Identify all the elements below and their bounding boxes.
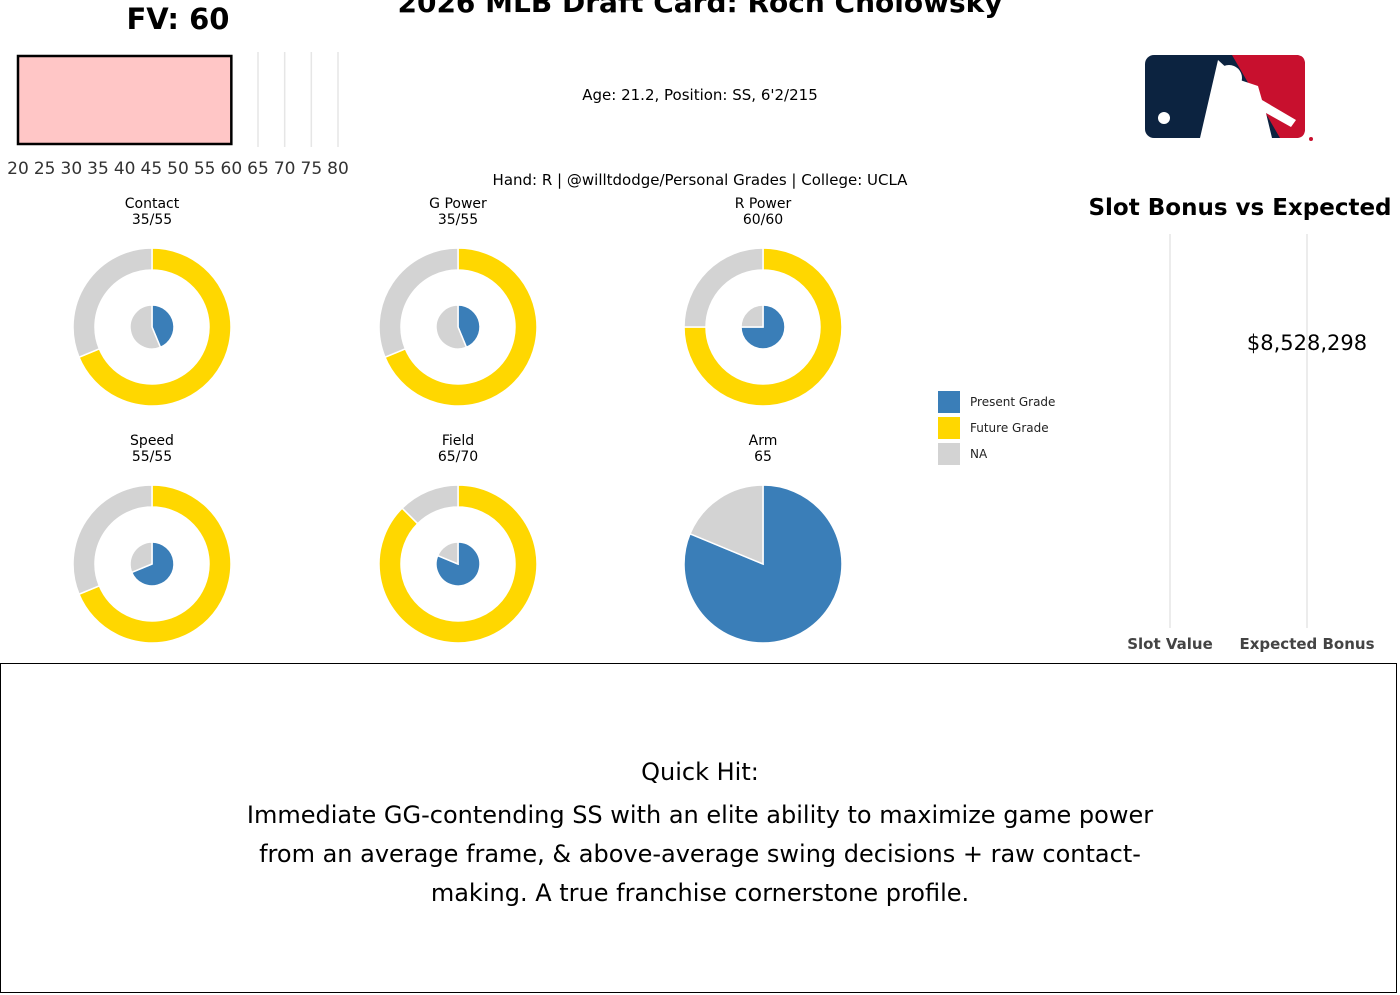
legend-item-na: NA (938, 441, 1055, 466)
na-slice-arm (689, 484, 764, 566)
page-title: 2026 MLB Draft Card: Roch Cholowsky (397, 0, 1003, 19)
legend-label-future: Future Grade (970, 420, 1049, 435)
tool-name-contact: Contact (125, 196, 180, 212)
tool-grade-arm: 65 (754, 449, 772, 465)
legend-item-future: Future Grade (938, 415, 1055, 440)
fv-tick-label: 30 (61, 159, 83, 179)
logo-registered-dot (1309, 137, 1313, 141)
tool-name-g-power: G Power (429, 196, 487, 212)
fv-bar (16, 54, 233, 146)
tool-name-speed: Speed (130, 433, 174, 449)
present-slice-speed (130, 541, 175, 587)
na-arc-speed (72, 484, 153, 596)
fv-tick-label: 60 (221, 159, 243, 179)
na-arc-r-power (683, 247, 764, 328)
future-arc-g-power (384, 247, 538, 407)
na-slice-r-power (740, 304, 764, 328)
quick-hit-box (0, 663, 1397, 993)
legend-label-present: Present Grade (970, 394, 1056, 409)
na-slice-speed (129, 541, 153, 574)
fv-tick-label: 55 (194, 159, 216, 179)
tool-name-r-power: R Power (735, 196, 792, 212)
fv-tick-label: 25 (34, 159, 56, 179)
future-arc-r-power (683, 247, 843, 407)
fv-tick-label: 20 (7, 159, 29, 179)
fv-title: FV: 60 (126, 2, 230, 36)
mlb-logo (1145, 55, 1313, 141)
na-arc-g-power (378, 247, 459, 359)
na-arc-field (401, 484, 459, 525)
tool-grade-contact: 35/55 (132, 212, 172, 228)
hand-line: Hand: R | @willtdodge/Personal Grades | … (492, 171, 908, 189)
fv-tick-label: 75 (301, 159, 323, 179)
fv-tick-label: 65 (247, 159, 269, 179)
slot-value-label: $8,528,298 (1247, 331, 1367, 355)
fv-scale-chart: 20 25 30 35 40 45 50 55 60 65 70 75 80 (7, 52, 349, 179)
logo-ball (1158, 112, 1170, 124)
legend-item-present: Present Grade (938, 389, 1055, 414)
legend-swatch-future (938, 416, 960, 439)
na-slice-g-power (435, 304, 468, 350)
fv-tick-label: 35 (87, 159, 109, 179)
quick-hit-title: Quick Hit: (641, 758, 759, 786)
legend-swatch-na (938, 442, 960, 465)
present-slice-contact (151, 304, 175, 349)
slot-category-label: Expected Bonus (1239, 635, 1374, 653)
future-arc-speed (78, 484, 232, 644)
tool-name-field: Field (442, 433, 474, 449)
na-slice-contact (129, 304, 162, 350)
quick-hit-text: Immediate GG-contending SS with an elite… (246, 801, 1154, 907)
legend-label-na: NA (970, 446, 988, 461)
slot-chart-title: Slot Bonus vs Expected (1088, 195, 1392, 221)
na-slice-field (436, 541, 459, 566)
slot-category-label: Slot Value (1127, 635, 1213, 653)
fv-tick-label: 70 (274, 159, 296, 179)
fv-tick-label: 50 (167, 159, 189, 179)
fv-tick-label: 40 (114, 159, 136, 179)
tool-grade-speed: 55/55 (132, 449, 172, 465)
legend-swatch-present (938, 390, 960, 413)
tool-grade-field: 65/70 (438, 449, 478, 465)
future-arc-contact (78, 247, 232, 407)
bio-line: Age: 21.2, Position: SS, 6'2/215 (582, 86, 818, 104)
na-arc-contact (72, 247, 153, 359)
slot-bonus-chart: Slot Value Expected Bonus $8,528,298 (1127, 234, 1375, 653)
fv-tick-label: 45 (141, 159, 163, 179)
future-arc-field (378, 484, 538, 644)
fv-tick-label: 80 (327, 159, 349, 179)
grade-legend: Present Grade Future Grade NA (938, 389, 1055, 467)
tool-grade-r-power: 60/60 (743, 212, 783, 228)
tool-name-arm: Arm (749, 433, 778, 449)
present-slice-g-power (457, 304, 481, 349)
tool-grade-g-power: 35/55 (438, 212, 478, 228)
logo-batter-head (1216, 65, 1242, 91)
